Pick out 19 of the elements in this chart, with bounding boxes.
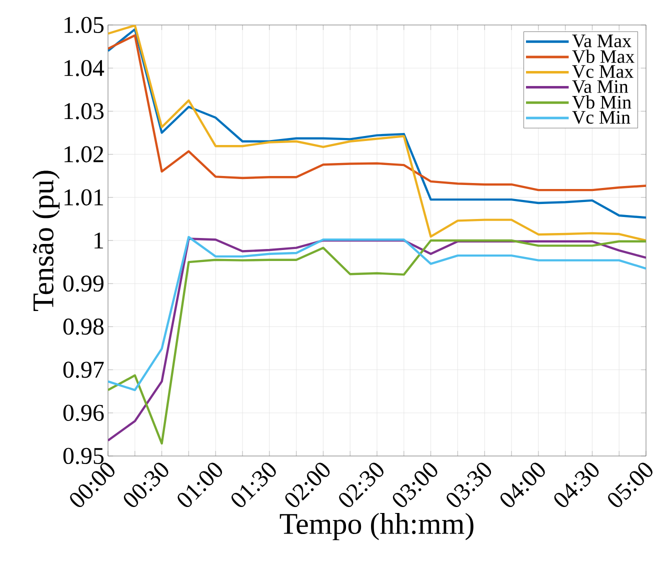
y-tick-label: 1.02 — [64, 146, 104, 162]
y-tick-label: 0.97 — [63, 362, 104, 378]
y-tick-label: 1.04 — [64, 60, 104, 76]
legend-label: Vc Min — [572, 110, 630, 124]
legend-label: Vb Min — [572, 95, 632, 109]
y-tick-label: 0.96 — [63, 404, 104, 422]
y-tick-label: 0.99 — [63, 275, 104, 292]
y-axis-title: Tensão (pu) — [32, 170, 60, 311]
y-tick-label: 0.98 — [63, 318, 104, 335]
y-tick-label: 1.05 — [64, 16, 104, 34]
y-tick-label: 1.01 — [64, 189, 104, 206]
y-tick-label: 1 — [94, 232, 104, 248]
legend-label: Va Min — [572, 80, 628, 94]
legend-label: Va Max — [572, 34, 632, 48]
y-tick-label: 0.95 — [63, 448, 104, 464]
legend-label: Vb Max — [572, 50, 634, 64]
x-axis-title: Tempo (hh:mm) — [280, 512, 474, 540]
y-tick-label: 1.03 — [64, 103, 104, 120]
legend-label: Vc Max — [572, 65, 634, 78]
